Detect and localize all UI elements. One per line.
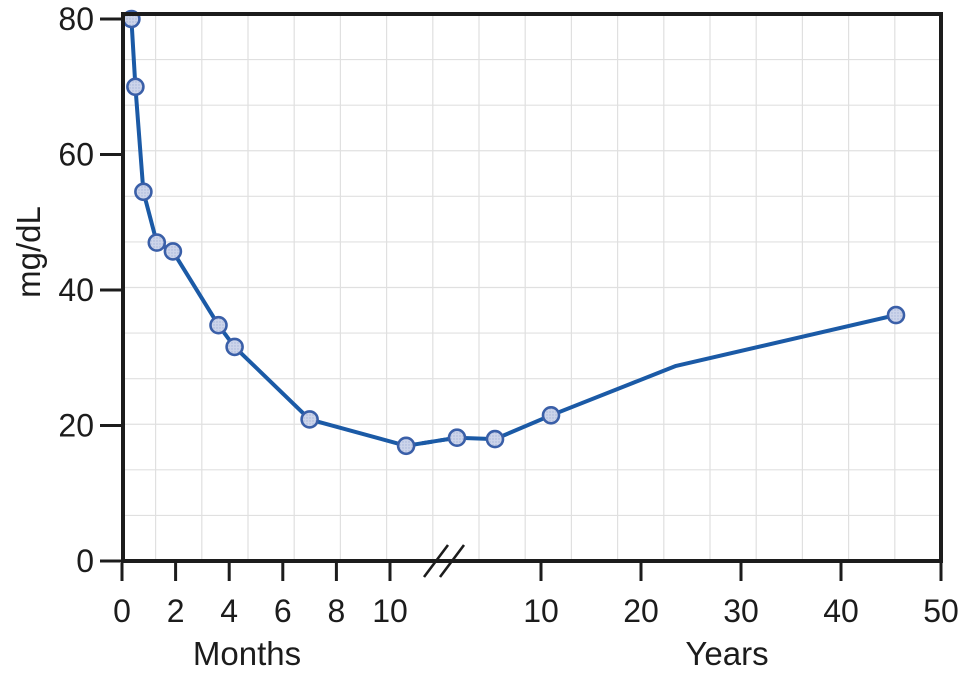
data-point-marker xyxy=(225,337,244,357)
x-tick-label: 50 xyxy=(923,593,959,629)
data-point-marker xyxy=(126,77,145,97)
plot-border xyxy=(121,12,943,563)
data-point-marker xyxy=(134,182,153,202)
series-line xyxy=(129,17,409,448)
y-tick-label: 0 xyxy=(76,543,94,579)
gridline-layer xyxy=(125,16,939,559)
data-point-marker xyxy=(396,436,416,456)
axis-break-icon xyxy=(422,544,466,578)
data-point-marker xyxy=(209,315,228,335)
y-tick-label: 80 xyxy=(58,1,94,37)
x-axis-title-months: Months xyxy=(193,635,301,672)
x-tick-label: 20 xyxy=(623,593,659,629)
x-axis-title-years: Years xyxy=(685,635,768,672)
x-tick-label: 10 xyxy=(372,593,408,629)
data-point-marker xyxy=(886,305,906,325)
x-tick-label: 30 xyxy=(723,593,759,629)
data-point-marker xyxy=(147,233,167,252)
data-point-marker xyxy=(541,405,561,425)
x-tick-label: 2 xyxy=(167,593,185,629)
x-tick-label: 10 xyxy=(523,593,559,629)
break-slash xyxy=(438,544,466,578)
x-tick-label: 0 xyxy=(113,593,131,629)
data-series-layer xyxy=(122,9,906,456)
x-tick-label: 6 xyxy=(274,593,292,629)
data-point-marker xyxy=(447,428,467,448)
data-point-marker xyxy=(300,410,319,429)
x-tick-label: 40 xyxy=(823,593,859,629)
y-axis-title: mg/dL xyxy=(10,206,47,298)
x-tick-label: 8 xyxy=(328,593,346,629)
data-point-marker xyxy=(485,429,505,449)
y-tick-label: 20 xyxy=(58,408,94,444)
y-tick-label: 60 xyxy=(58,137,94,173)
data-point-marker xyxy=(163,242,183,261)
y-tick-label: 40 xyxy=(58,272,94,308)
x-tick-label: 4 xyxy=(220,593,238,629)
break-slash xyxy=(422,544,450,578)
